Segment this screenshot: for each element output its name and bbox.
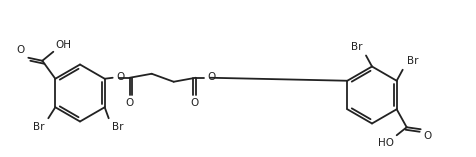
Text: O: O [207, 72, 215, 82]
Text: O: O [125, 98, 134, 108]
Text: OH: OH [55, 40, 71, 50]
Text: O: O [16, 45, 24, 55]
Text: Br: Br [350, 41, 361, 51]
Text: HO: HO [377, 138, 393, 148]
Text: Br: Br [406, 56, 417, 66]
Text: O: O [190, 98, 198, 108]
Text: Br: Br [33, 122, 44, 132]
Text: Br: Br [111, 122, 123, 132]
Text: O: O [116, 72, 124, 82]
Text: O: O [423, 131, 431, 141]
